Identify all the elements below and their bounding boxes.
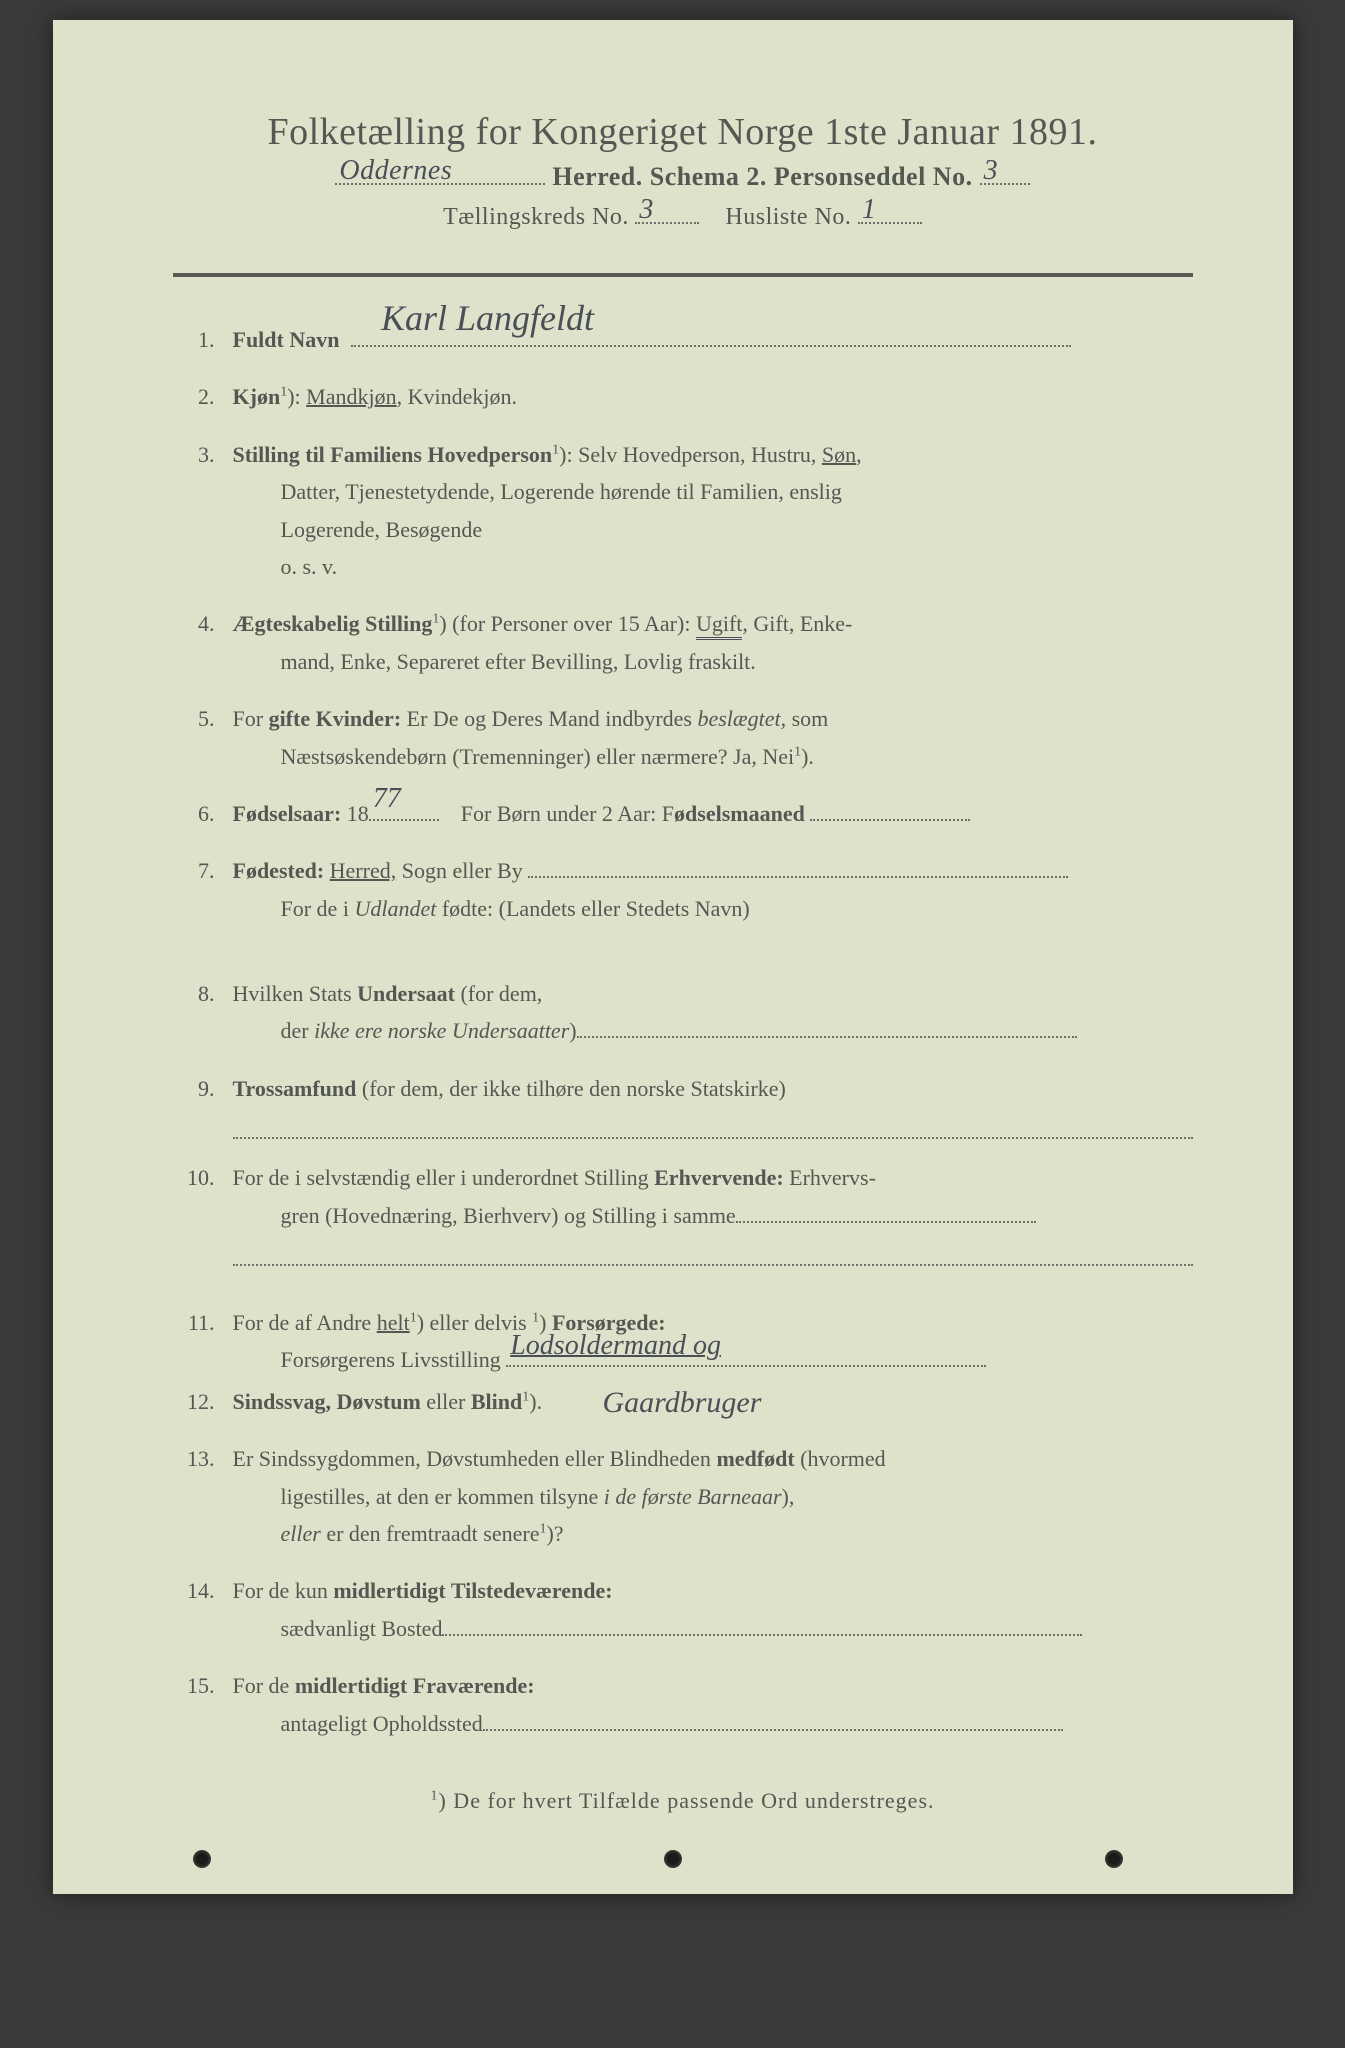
birthplace-blank (528, 856, 1068, 878)
entry-3: 3. Stilling til Familiens Hovedperson1):… (173, 436, 1193, 586)
label-trossamfund: Trossamfund (233, 1076, 357, 1101)
entry-14: 14. For de kun midlertidigt Tilstedevære… (173, 1572, 1193, 1647)
ugift-selected: Ugift (696, 611, 742, 640)
entry-10: 10. For de i selvstændig eller i underor… (173, 1159, 1193, 1266)
name-value: Karl Langfeldt (381, 288, 594, 349)
entry-5: 5. For gifte Kvinder: Er De og Deres Man… (173, 700, 1193, 775)
entry-7: 7. Fødested: Herred, Sogn eller By For d… (173, 852, 1193, 927)
header-line2-text: Herred. Schema 2. Personseddel No. (552, 162, 972, 191)
son-selected: Søn (822, 442, 856, 467)
form-title: Folketælling for Kongeriget Norge 1ste J… (173, 110, 1193, 154)
label-kjon: Kjøn (233, 384, 281, 409)
entry-15: 15. For de midlertidigt Fraværende: anta… (173, 1667, 1193, 1742)
label-aegteskab: Ægteskabelig Stilling (233, 611, 433, 636)
punch-hole-icon (193, 1850, 211, 1868)
tkreds-no: 3 (639, 194, 654, 226)
label-fuldt-navn: Fuldt Navn (233, 327, 340, 352)
census-form-page: Folketælling for Kongeriget Norge 1ste J… (53, 20, 1293, 1894)
divider (173, 273, 1193, 277)
label-stilling: Stilling til Familiens Hovedperson (233, 442, 553, 467)
erhverv-blank-2 (233, 1240, 1193, 1266)
husliste-no: 1 (862, 194, 877, 226)
bosted-blank (442, 1614, 1082, 1636)
entry-4: 4. Ægteskabelig Stilling1) (for Personer… (173, 605, 1193, 680)
punch-hole-icon (664, 1850, 682, 1868)
tkreds-label: Tællingskreds No. (443, 204, 629, 230)
entry-6: 6. Fødselsaar: 1877 For Børn under 2 Aar… (173, 795, 1193, 832)
forsorger-value-2: Gaardbruger (603, 1377, 762, 1428)
footnote: 1) De for hvert Tilfælde passende Ord un… (173, 1788, 1193, 1814)
entry-13: 13. Er Sindssygdommen, Døvstumheden elle… (173, 1440, 1193, 1552)
header-line-3: Tællingskreds No. 3 Husliste No. 1 (173, 202, 1193, 231)
label-fodested: Fødested: (233, 858, 325, 883)
entry-8: 8. Hvilken Stats Undersaat (for dem, der… (173, 975, 1193, 1050)
mandkjon-selected: Mandkjøn (306, 384, 396, 409)
entry-12: 12. Sindssvag, Døvstum eller Blind1). Ga… (173, 1383, 1193, 1420)
label-fodselsaar: Fødselsaar: (233, 801, 342, 826)
husliste-label: Husliste No. (725, 204, 851, 230)
undersaat-blank (577, 1016, 1077, 1038)
entry-2: 2. Kjøn1): Mandkjøn, Kvindekjøn. (173, 378, 1193, 415)
entry-1: 1. Fuldt Navn Karl Langfeldt (173, 321, 1193, 358)
entry-9: 9. Trossamfund (for dem, der ikke tilhør… (173, 1070, 1193, 1139)
herred-selected: Herred, (330, 858, 397, 883)
forsorger-value: Lodsoldermand og (510, 1322, 721, 1370)
herred-value: Oddernes (339, 155, 452, 187)
personseddel-no: 3 (984, 155, 999, 187)
header-line-2: Oddernes Herred. Schema 2. Personseddel … (173, 162, 1193, 192)
birth-year: 77 (373, 775, 401, 823)
trossamfund-blank (233, 1113, 1193, 1139)
punch-hole-icon (1105, 1850, 1123, 1868)
erhverv-blank (736, 1201, 1036, 1223)
entry-11: 11. For de af Andre helt1) eller delvis … (173, 1304, 1193, 1379)
opholdssted-blank (483, 1709, 1063, 1731)
birth-month-blank (810, 799, 970, 821)
